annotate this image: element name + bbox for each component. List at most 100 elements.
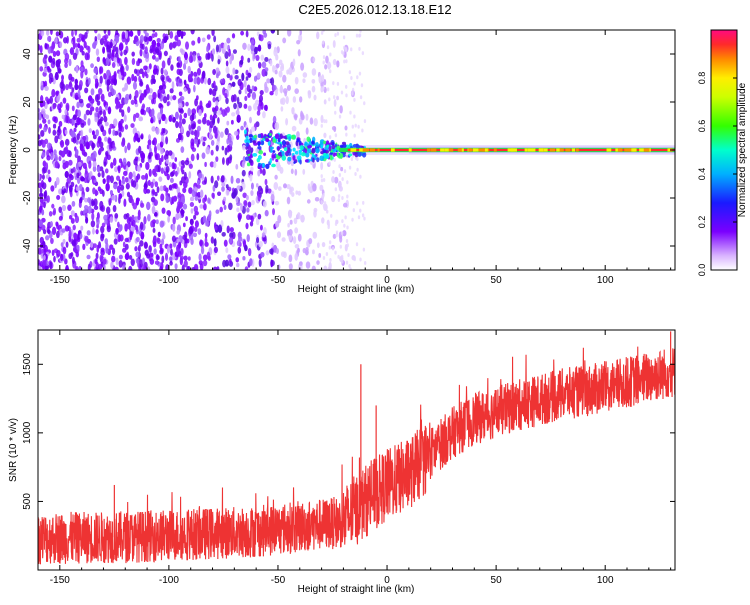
noise-blob-faint xyxy=(356,75,359,80)
noise-blob xyxy=(177,201,181,207)
noise-blob xyxy=(215,209,220,214)
noise-blob xyxy=(199,263,204,270)
noise-blob xyxy=(159,220,164,228)
noise-blob xyxy=(270,259,274,268)
noise-blob xyxy=(118,254,123,260)
noise-blob xyxy=(42,56,47,65)
noise-blob xyxy=(121,140,126,147)
noise-blob xyxy=(88,160,92,169)
carrier-highlight xyxy=(549,148,556,152)
noise-blob xyxy=(246,84,251,92)
noise-blob xyxy=(262,111,266,119)
colorbar-label: Normalized spectral amplitude xyxy=(737,82,748,217)
noise-blob xyxy=(149,258,155,265)
noise-blob xyxy=(165,195,170,204)
noise-blob xyxy=(150,118,154,124)
noise-blob xyxy=(259,34,264,42)
noise-blob xyxy=(154,165,158,172)
noise-blob xyxy=(320,114,324,124)
noise-blob xyxy=(56,249,61,258)
noise-blob xyxy=(55,36,58,45)
noise-blob xyxy=(294,252,298,261)
noise-blob-faint xyxy=(338,164,341,169)
noise-blob xyxy=(165,136,169,145)
noise-blob xyxy=(43,191,47,199)
noise-blob xyxy=(137,215,141,221)
noise-blob xyxy=(183,87,187,93)
noise-blob xyxy=(201,37,206,43)
noise-blob xyxy=(331,176,335,183)
noise-blob xyxy=(272,115,277,124)
noise-blob xyxy=(139,35,145,43)
carrier-highlight xyxy=(493,148,497,152)
noise-blob xyxy=(153,248,157,255)
carrier-onset-blob xyxy=(281,155,287,161)
noise-blob xyxy=(109,216,114,224)
y-tick-label: 0 xyxy=(22,147,33,153)
carrier-onset-blob xyxy=(263,135,267,139)
noise-blob xyxy=(253,75,258,82)
noise-blob xyxy=(264,209,269,217)
noise-blob xyxy=(68,150,72,158)
noise-blob xyxy=(287,223,290,228)
noise-blob xyxy=(99,66,104,74)
noise-blob xyxy=(40,130,45,137)
noise-blob xyxy=(274,200,280,206)
noise-blob xyxy=(45,96,49,102)
noise-blob xyxy=(260,251,265,258)
carrier-onset-blob xyxy=(304,159,309,163)
noise-blob xyxy=(71,239,76,247)
noise-blob xyxy=(216,266,220,270)
noise-blob xyxy=(225,60,229,67)
noise-blob xyxy=(76,101,80,109)
noise-blob xyxy=(174,35,179,41)
noise-blob xyxy=(247,43,251,52)
noise-blob-faint xyxy=(348,70,352,75)
noise-blob xyxy=(156,37,161,43)
noise-blob xyxy=(103,34,109,40)
noise-blob xyxy=(257,44,262,52)
noise-blob xyxy=(105,247,109,254)
noise-blob xyxy=(152,78,156,84)
noise-blob xyxy=(336,60,340,68)
noise-blob xyxy=(128,171,133,180)
noise-blob xyxy=(108,75,113,81)
noise-blob xyxy=(143,35,148,43)
noise-blob xyxy=(190,138,195,147)
noise-blob xyxy=(118,158,123,164)
noise-blob xyxy=(146,253,151,259)
noise-blob xyxy=(134,99,138,105)
noise-blob xyxy=(71,30,74,37)
y-tick-label: -40 xyxy=(22,238,33,253)
noise-blob xyxy=(180,30,184,39)
noise-blob xyxy=(70,217,75,224)
noise-blob xyxy=(247,92,251,98)
y-tick-label: 500 xyxy=(22,493,33,510)
noise-blob xyxy=(105,104,108,111)
noise-blob-faint xyxy=(350,47,353,52)
noise-blob xyxy=(256,237,260,244)
noise-blob xyxy=(111,49,115,58)
noise-blob xyxy=(256,72,261,79)
noise-blob xyxy=(76,133,80,141)
noise-blob xyxy=(106,175,110,184)
noise-blob xyxy=(153,172,158,177)
noise-blob-faint xyxy=(348,264,351,269)
carrier-onset-blob xyxy=(277,137,281,143)
noise-blob xyxy=(98,263,103,270)
noise-blob xyxy=(151,205,156,214)
x-tick-label: -50 xyxy=(271,275,286,286)
noise-blob xyxy=(251,200,255,206)
carrier-onset-blob xyxy=(245,142,250,147)
noise-blob xyxy=(311,85,316,93)
noise-blob xyxy=(188,226,193,235)
noise-blob xyxy=(214,131,218,139)
noise-blob xyxy=(55,221,59,227)
noise-blob xyxy=(115,30,119,37)
noise-blob xyxy=(46,66,50,71)
noise-blob xyxy=(118,131,122,138)
noise-blob xyxy=(103,109,106,118)
noise-blob xyxy=(134,90,139,99)
noise-blob-faint xyxy=(353,133,356,138)
noise-blob xyxy=(91,212,95,221)
